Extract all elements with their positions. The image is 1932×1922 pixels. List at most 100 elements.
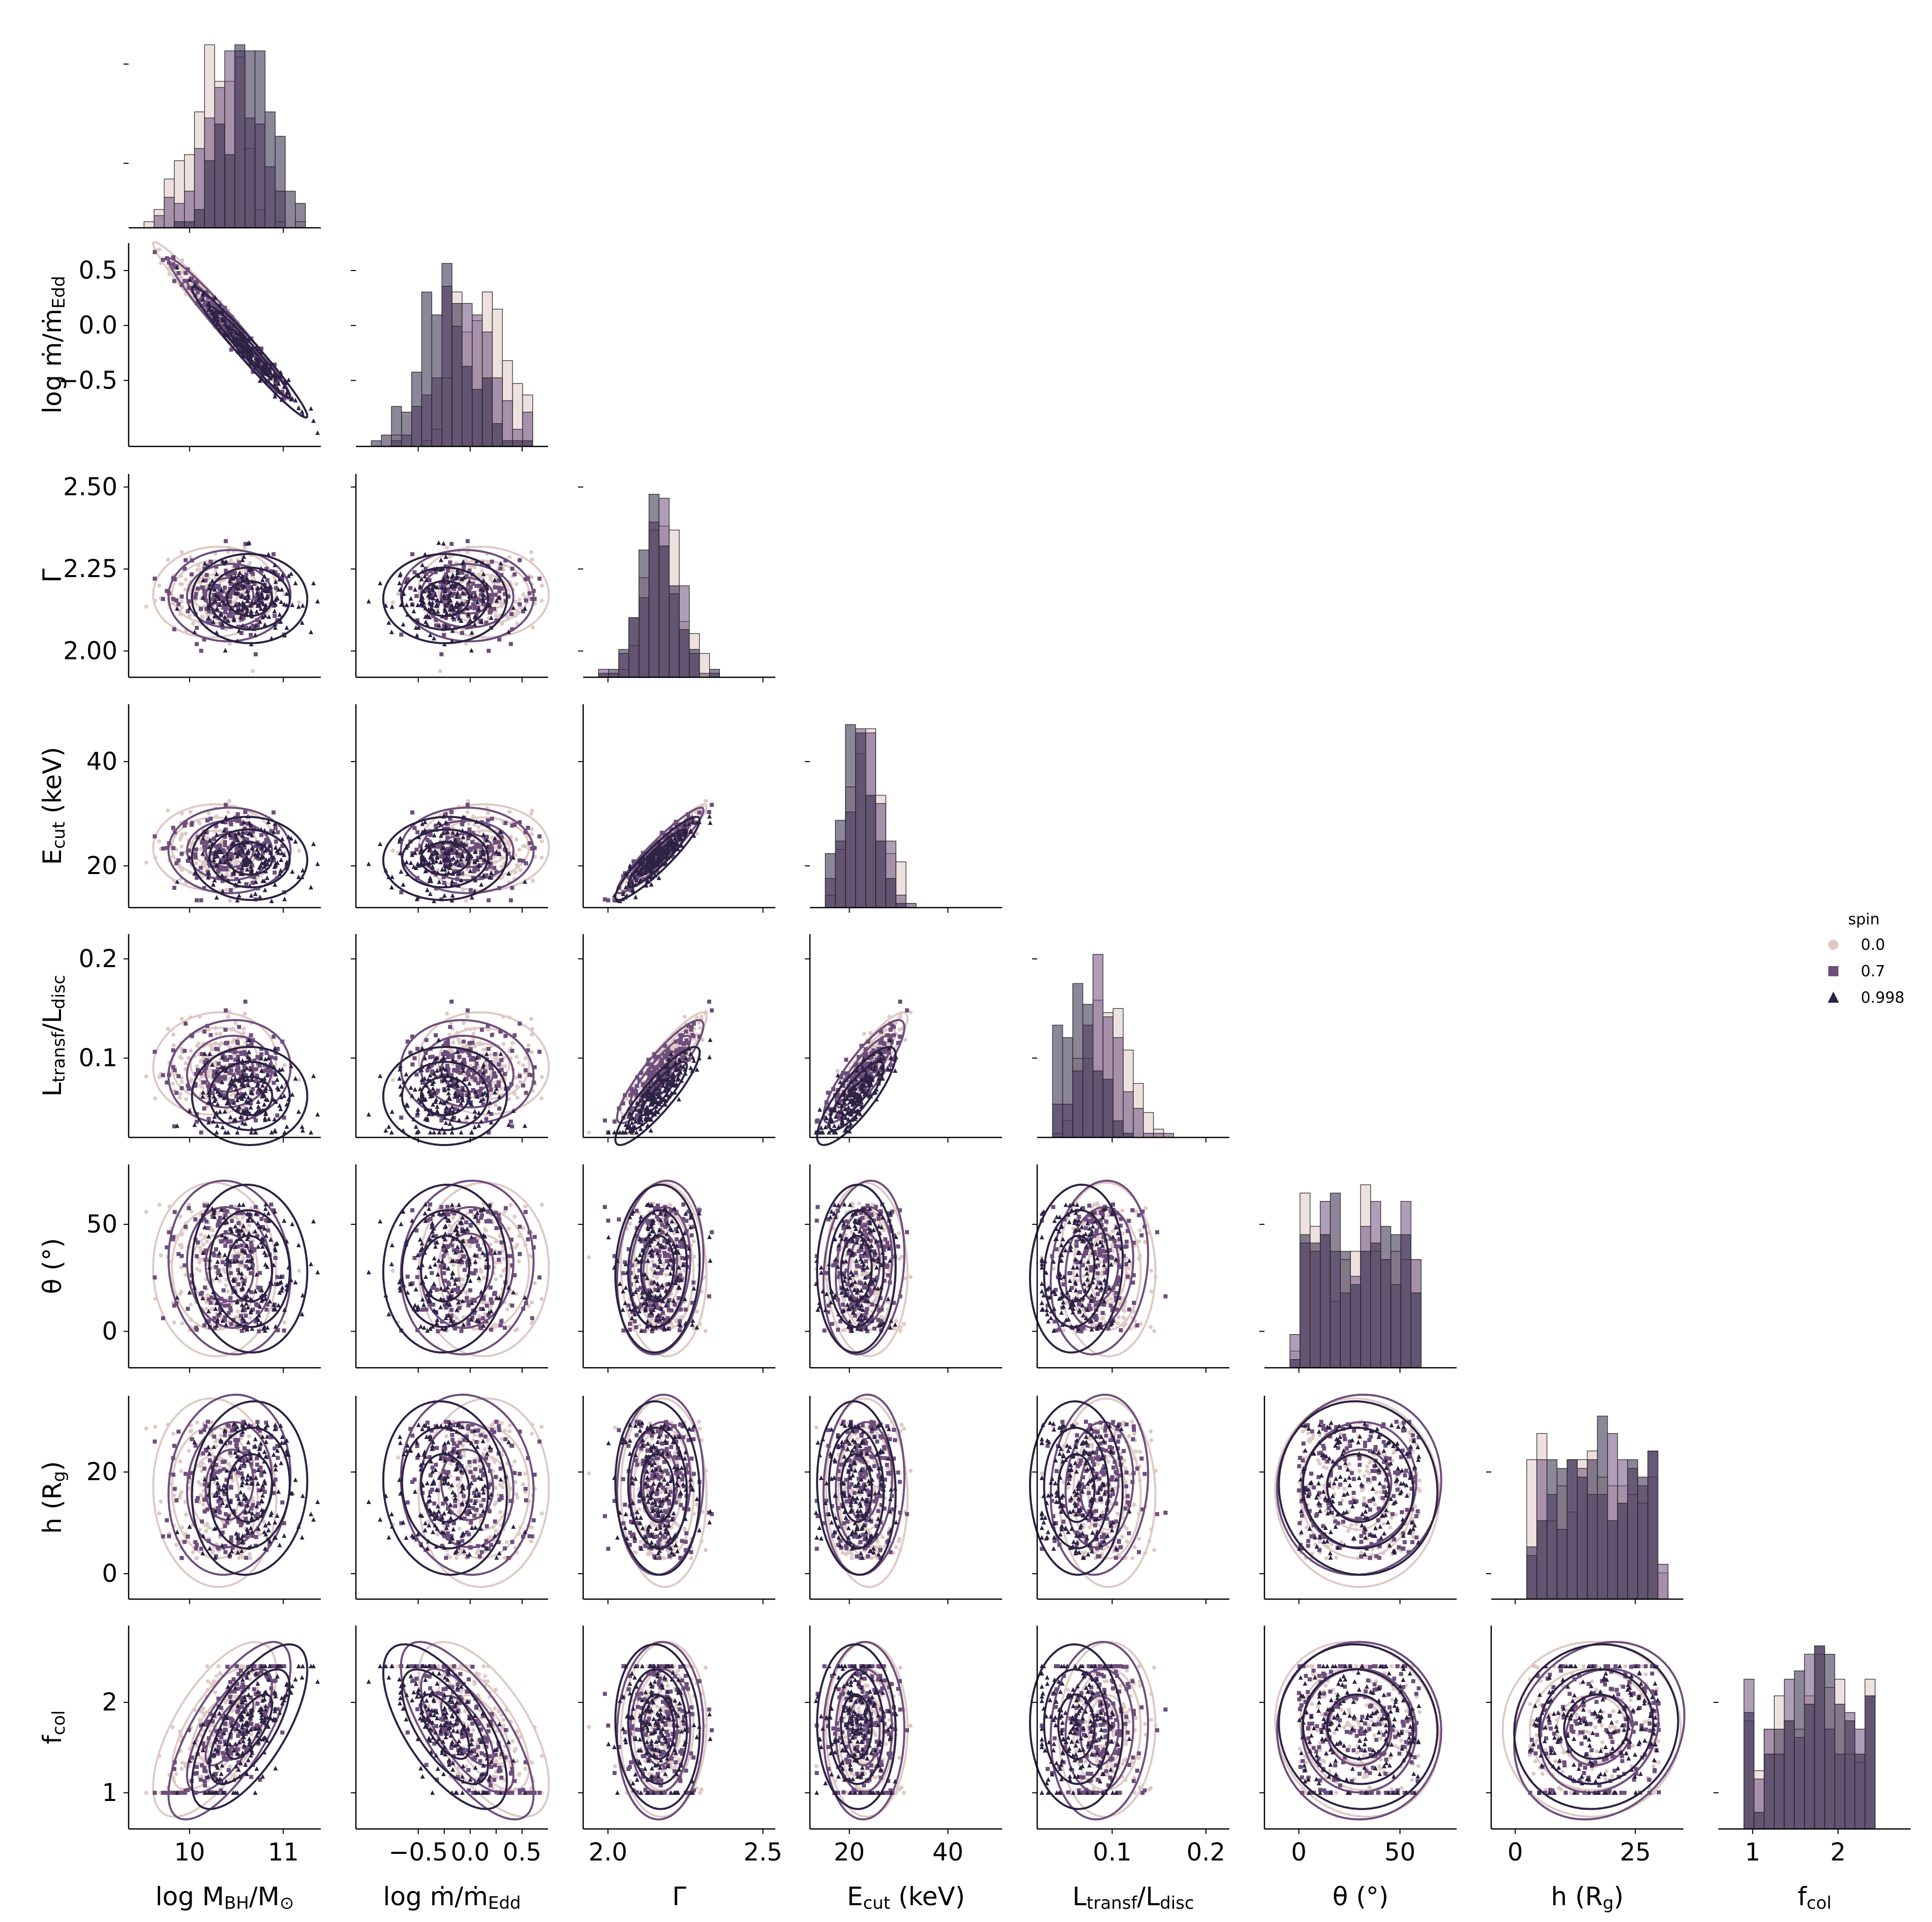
scatter-point: [529, 550, 533, 554]
scatter-point: [477, 829, 481, 834]
scatter-point: [602, 1118, 607, 1123]
scatter-point: [448, 1025, 452, 1029]
scatter-point: [267, 367, 273, 372]
scatter-point: [472, 606, 477, 611]
scatter-point: [199, 1059, 203, 1063]
scatter-point: [214, 564, 219, 569]
scatter-point: [486, 818, 490, 823]
scatter-point: [253, 891, 258, 896]
scatter-point: [529, 827, 534, 831]
scatter-point: [268, 376, 274, 381]
panel-ecut-vs-gamma: [578, 704, 775, 913]
scatter-point: [635, 1113, 639, 1118]
scatter-point: [299, 409, 305, 414]
histogram-bar: [401, 411, 412, 447]
scatter-point: [177, 865, 182, 869]
scatter-point: [477, 572, 481, 577]
scatter-point: [472, 1125, 477, 1130]
y-tick-label: 40: [86, 747, 117, 776]
scatter-point: [254, 652, 258, 656]
scatter-point: [227, 1010, 232, 1014]
histogram-bar: [709, 669, 720, 678]
histogram-bar: [164, 197, 175, 228]
scatter-point: [512, 1092, 517, 1096]
histogram-bar: [845, 724, 856, 908]
scatter-point: [206, 295, 210, 300]
scatter-point: [508, 1119, 513, 1124]
scatter-point: [172, 886, 176, 890]
panel-ltr-vs-gamma: [578, 934, 775, 1146]
scatter-point: [471, 814, 476, 819]
scatter-point: [309, 406, 314, 411]
y-tick-label: 2.00: [63, 637, 117, 665]
scatter-point: [245, 343, 250, 348]
scatter-point: [527, 1072, 532, 1077]
scatter-point: [196, 1041, 201, 1046]
scatter-point: [273, 614, 277, 618]
scatter-point: [196, 586, 200, 591]
scatter-point: [633, 894, 638, 899]
scatter-point: [178, 582, 183, 586]
scatter-point: [662, 1053, 667, 1058]
scatter-point: [498, 566, 503, 570]
scatter-point: [184, 271, 188, 276]
scatter-point: [172, 830, 177, 834]
scatter-point: [707, 810, 711, 815]
scatter-point: [262, 622, 267, 627]
scatter-point: [229, 822, 233, 827]
scatter-point: [479, 1119, 484, 1124]
scatter-point: [228, 1115, 233, 1120]
scatter-point: [412, 826, 417, 830]
scatter-point: [217, 306, 221, 311]
scatter-point: [455, 1031, 460, 1035]
scatter-point: [277, 389, 282, 394]
scatter-point: [315, 598, 320, 604]
scatter-point: [470, 840, 475, 845]
histogram-bar: [275, 136, 286, 228]
scatter-point: [174, 1091, 179, 1095]
scatter-point: [612, 1119, 617, 1124]
scatter-point: [202, 589, 206, 593]
scatter-point: [153, 577, 157, 581]
scatter-point: [510, 566, 515, 571]
scatter-point: [513, 870, 518, 875]
scatter-point: [487, 648, 491, 653]
scatter-point: [389, 629, 394, 635]
scatter-point: [468, 585, 473, 590]
histogram-bar: [835, 820, 846, 908]
scatter-point: [686, 1024, 691, 1028]
scatter-point: [439, 652, 444, 656]
scatter-point: [468, 605, 472, 610]
scatter-point: [231, 1027, 236, 1032]
scatter-point: [167, 1072, 171, 1077]
y-tick-label: 2.50: [63, 473, 117, 501]
scatter-point: [161, 1073, 165, 1077]
scatter-point: [654, 1066, 658, 1070]
scatter-point: [451, 1040, 456, 1045]
y-tick-label: 0.2: [79, 945, 117, 973]
scatter-point: [179, 844, 184, 849]
scatter-point: [490, 574, 494, 578]
scatter-point: [254, 1118, 258, 1123]
scatter-point: [273, 391, 278, 396]
scatter-point: [187, 277, 192, 282]
scatter-point: [493, 840, 497, 845]
scatter-point: [219, 309, 224, 314]
scatter-point: [311, 581, 316, 586]
scatter-point: [297, 1077, 301, 1082]
scatter-point: [657, 1055, 661, 1059]
scatter-point: [231, 1073, 236, 1077]
scatter-point: [518, 820, 522, 825]
scatter-point: [144, 1074, 148, 1078]
scatter-point: [497, 1106, 502, 1111]
scatter-point: [529, 1016, 533, 1021]
scatter-point: [412, 587, 417, 592]
scatter-point: [378, 841, 383, 846]
scatter-point: [189, 276, 194, 281]
scatter-point: [446, 1091, 451, 1096]
scatter-point: [206, 576, 211, 581]
scatter-point: [293, 581, 298, 586]
scatter-point: [477, 1042, 481, 1046]
scatter-point: [167, 260, 171, 265]
pairplot-panels: −0.50.00.52.002.252.5020400.10.205002010…: [38, 44, 1911, 1913]
